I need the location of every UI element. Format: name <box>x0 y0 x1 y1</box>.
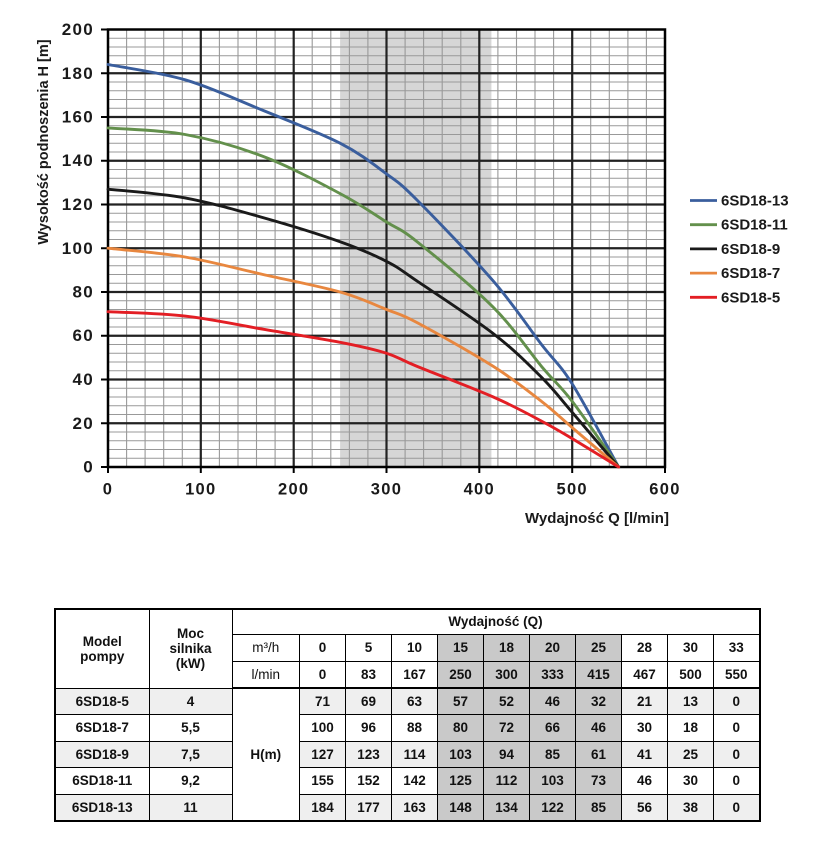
svg-text:100: 100 <box>185 481 216 499</box>
svg-text:300: 300 <box>371 481 402 499</box>
svg-text:200: 200 <box>278 481 309 499</box>
svg-text:6SD18-13: 6SD18-13 <box>721 193 789 210</box>
svg-text:0: 0 <box>103 481 113 499</box>
svg-text:180: 180 <box>62 64 94 83</box>
svg-text:160: 160 <box>62 108 94 127</box>
svg-text:6SD18-7: 6SD18-7 <box>721 265 780 282</box>
svg-text:6SD18-5: 6SD18-5 <box>721 289 780 306</box>
svg-text:20: 20 <box>72 414 94 433</box>
svg-text:6SD18-9: 6SD18-9 <box>721 241 780 258</box>
svg-text:Wysokość podnoszenia H [m]: Wysokość podnoszenia H [m] <box>36 39 52 244</box>
svg-text:Wydajność Q [l/min]: Wydajność Q [l/min] <box>525 510 669 527</box>
svg-text:140: 140 <box>62 151 94 170</box>
svg-text:40: 40 <box>72 370 94 389</box>
svg-text:0: 0 <box>83 458 94 477</box>
svg-text:100: 100 <box>62 239 94 258</box>
svg-text:60: 60 <box>72 326 94 345</box>
svg-text:80: 80 <box>72 283 94 302</box>
svg-text:6SD18-11: 6SD18-11 <box>721 217 788 234</box>
svg-text:120: 120 <box>62 195 94 214</box>
svg-text:600: 600 <box>649 481 680 499</box>
svg-text:500: 500 <box>556 481 587 499</box>
svg-text:200: 200 <box>62 20 94 39</box>
svg-text:400: 400 <box>464 481 495 499</box>
